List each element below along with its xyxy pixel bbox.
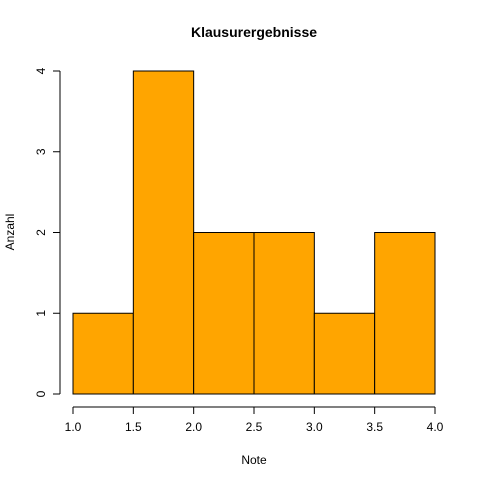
x-tick-label: 1.0 [65, 420, 82, 434]
histogram-bar-2 [193, 232, 255, 395]
histogram-bar-4 [313, 312, 376, 395]
y-axis: 0 1 2 3 4 [34, 67, 61, 397]
histogram-bar-3 [253, 232, 315, 395]
histogram-bar-5 [374, 232, 436, 395]
x-tick-label: 4.0 [427, 420, 444, 434]
bars-group [72, 70, 436, 395]
x-tick-label: 3.0 [306, 420, 323, 434]
x-tick-label: 2.0 [185, 420, 202, 434]
y-tick-label: 1 [34, 310, 48, 317]
x-axis-label: Note [241, 453, 267, 467]
x-tick-label: 3.5 [366, 420, 383, 434]
x-axis: 1.0 1.5 2.0 2.5 3.0 3.5 4.0 [65, 406, 444, 434]
y-tick-label: 2 [34, 229, 48, 236]
histogram-bar-0 [72, 312, 134, 395]
y-tick-label: 0 [34, 390, 48, 397]
y-tick-label: 4 [34, 67, 48, 74]
y-axis-label: Anzahl [3, 214, 17, 251]
histogram-bar-1 [132, 70, 195, 395]
chart-title: Klausurergebnisse [191, 24, 317, 40]
y-tick-label: 3 [34, 148, 48, 155]
x-tick-label: 1.5 [125, 420, 142, 434]
x-tick-label: 2.5 [246, 420, 263, 434]
